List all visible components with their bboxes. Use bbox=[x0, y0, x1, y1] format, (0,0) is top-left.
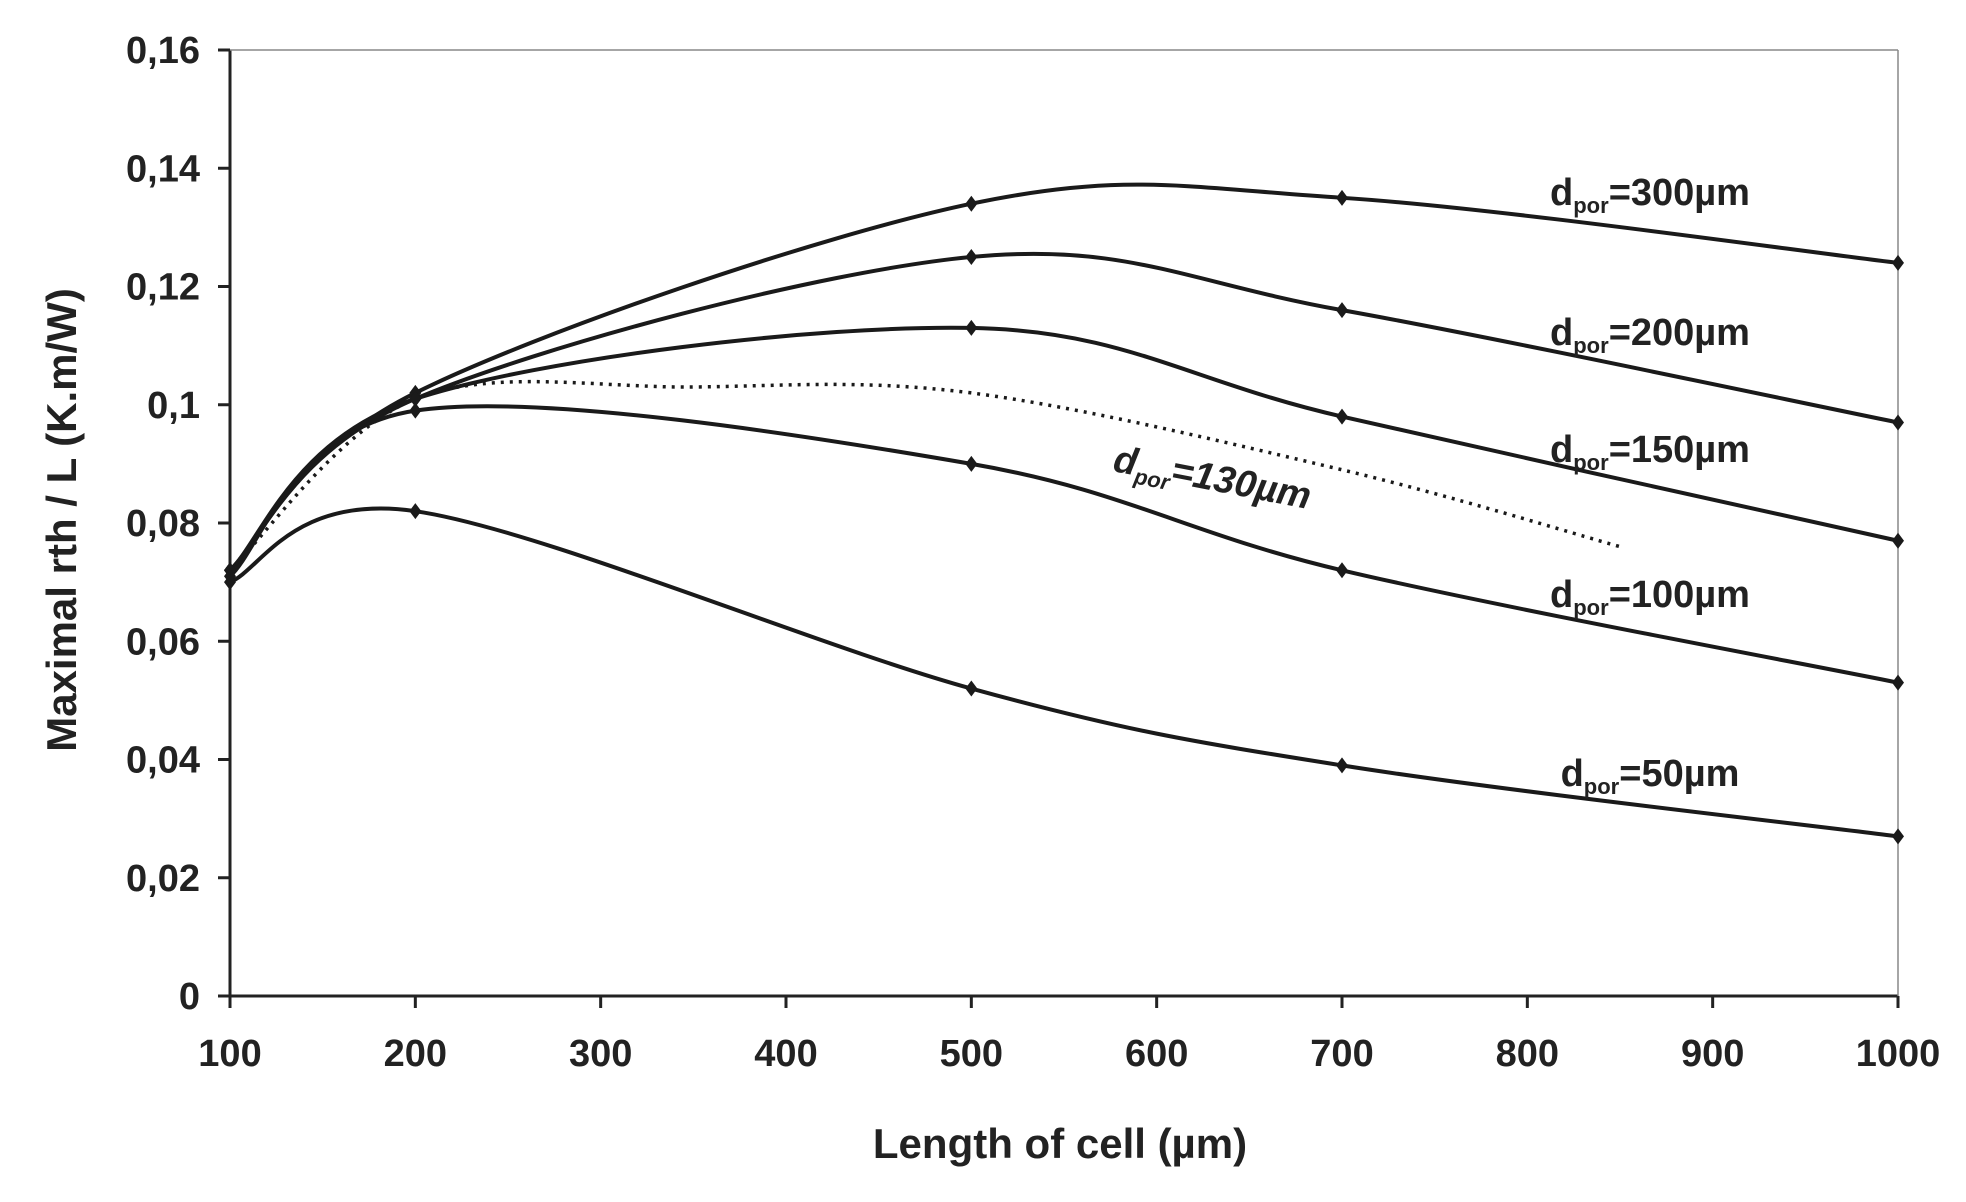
x-tick-label: 700 bbox=[1310, 1033, 1373, 1075]
data-point-marker bbox=[1336, 302, 1348, 319]
series-line bbox=[229, 506, 1899, 839]
data-point-marker bbox=[1892, 828, 1904, 845]
series-label-tail: =100µm bbox=[1609, 574, 1750, 616]
series-label-tail: =150µm bbox=[1609, 429, 1750, 471]
y-tick-label: 0,14 bbox=[126, 148, 200, 190]
axes: 100 200 300 400 500 600 700 800 900 1000 0 0,02 0,04… bbox=[126, 30, 1940, 1075]
series-label: dpor=200µm bbox=[1550, 312, 1750, 358]
series-label-main: d bbox=[1550, 172, 1573, 214]
x-tick-label: 400 bbox=[754, 1033, 817, 1075]
y-tick-label: 0,1 bbox=[147, 385, 200, 427]
series-label-sub: por bbox=[1573, 450, 1609, 475]
x-tick-label: 600 bbox=[1125, 1033, 1188, 1075]
x-tick-label: 500 bbox=[940, 1033, 1003, 1075]
series-line bbox=[228, 251, 1899, 572]
data-markers bbox=[224, 189, 1904, 845]
series-label-sub: por bbox=[1573, 595, 1609, 620]
x-tick-label: 300 bbox=[569, 1033, 632, 1075]
data-point-marker bbox=[1892, 254, 1904, 271]
data-point-marker bbox=[965, 455, 978, 472]
data-point-marker bbox=[409, 402, 422, 419]
data-point-marker bbox=[224, 574, 236, 591]
series-label-sub: por bbox=[1573, 193, 1609, 218]
data-point-marker bbox=[409, 503, 422, 520]
y-tick-label: 0,04 bbox=[126, 740, 200, 782]
data-point-marker bbox=[1892, 532, 1904, 549]
series-label: dpor=150µm bbox=[1550, 429, 1750, 475]
data-point-marker bbox=[1892, 414, 1904, 431]
series-label-tail: =200µm bbox=[1609, 312, 1750, 354]
data-point-marker bbox=[1336, 562, 1348, 579]
series-line bbox=[228, 379, 1621, 572]
y-axis-title: Maximal rth / L (K.m/W) bbox=[38, 288, 85, 752]
data-point-marker bbox=[965, 680, 978, 697]
y-tick-label: 0 bbox=[179, 976, 200, 1018]
x-tick-label: 800 bbox=[1496, 1033, 1559, 1075]
data-point-marker bbox=[965, 248, 978, 265]
x-tick-label: 900 bbox=[1681, 1033, 1744, 1075]
series-label-tail: =130µm bbox=[1168, 450, 1315, 518]
series-line bbox=[228, 182, 1899, 572]
series-label-main: d bbox=[1550, 429, 1573, 471]
series-label-tail: =50µm bbox=[1619, 753, 1739, 795]
y-tick-label: 0,08 bbox=[126, 503, 200, 545]
y-tick-label: 0,12 bbox=[126, 267, 200, 309]
series-labels: dpor=300µmdpor=200µmdpor=150µmdpor=130µm… bbox=[1110, 172, 1750, 799]
data-point-marker bbox=[1336, 189, 1348, 206]
series-label-main: d bbox=[1561, 753, 1584, 795]
data-point-marker bbox=[1892, 674, 1904, 691]
data-point-marker bbox=[965, 195, 978, 212]
y-tick-label: 0,02 bbox=[126, 858, 200, 900]
x-tick-label: 100 bbox=[198, 1033, 261, 1075]
data-point-marker bbox=[965, 319, 978, 336]
x-tick-label: 200 bbox=[384, 1033, 447, 1075]
series-line bbox=[228, 325, 1899, 572]
series-label: dpor=100µm bbox=[1550, 574, 1750, 620]
data-point-marker bbox=[1336, 757, 1348, 774]
series-lines bbox=[228, 182, 1899, 839]
y-tick-label: 0,06 bbox=[126, 621, 200, 663]
series-label: dpor=300µm bbox=[1550, 172, 1750, 218]
series-label-main: d bbox=[1550, 574, 1573, 616]
series-label-tail: =300µm bbox=[1609, 172, 1750, 214]
series-label-main: d bbox=[1550, 312, 1573, 354]
x-axis-title: Length of cell (µm) bbox=[873, 1120, 1247, 1167]
data-point-marker bbox=[409, 390, 422, 407]
series-label-sub: por bbox=[1584, 774, 1620, 799]
series-label: dpor=50µm bbox=[1561, 753, 1740, 799]
y-tick-label: 0,16 bbox=[126, 30, 200, 72]
x-tick-label: 1000 bbox=[1856, 1033, 1941, 1075]
data-point-marker bbox=[1336, 408, 1348, 425]
series-label-sub: por bbox=[1573, 333, 1609, 358]
